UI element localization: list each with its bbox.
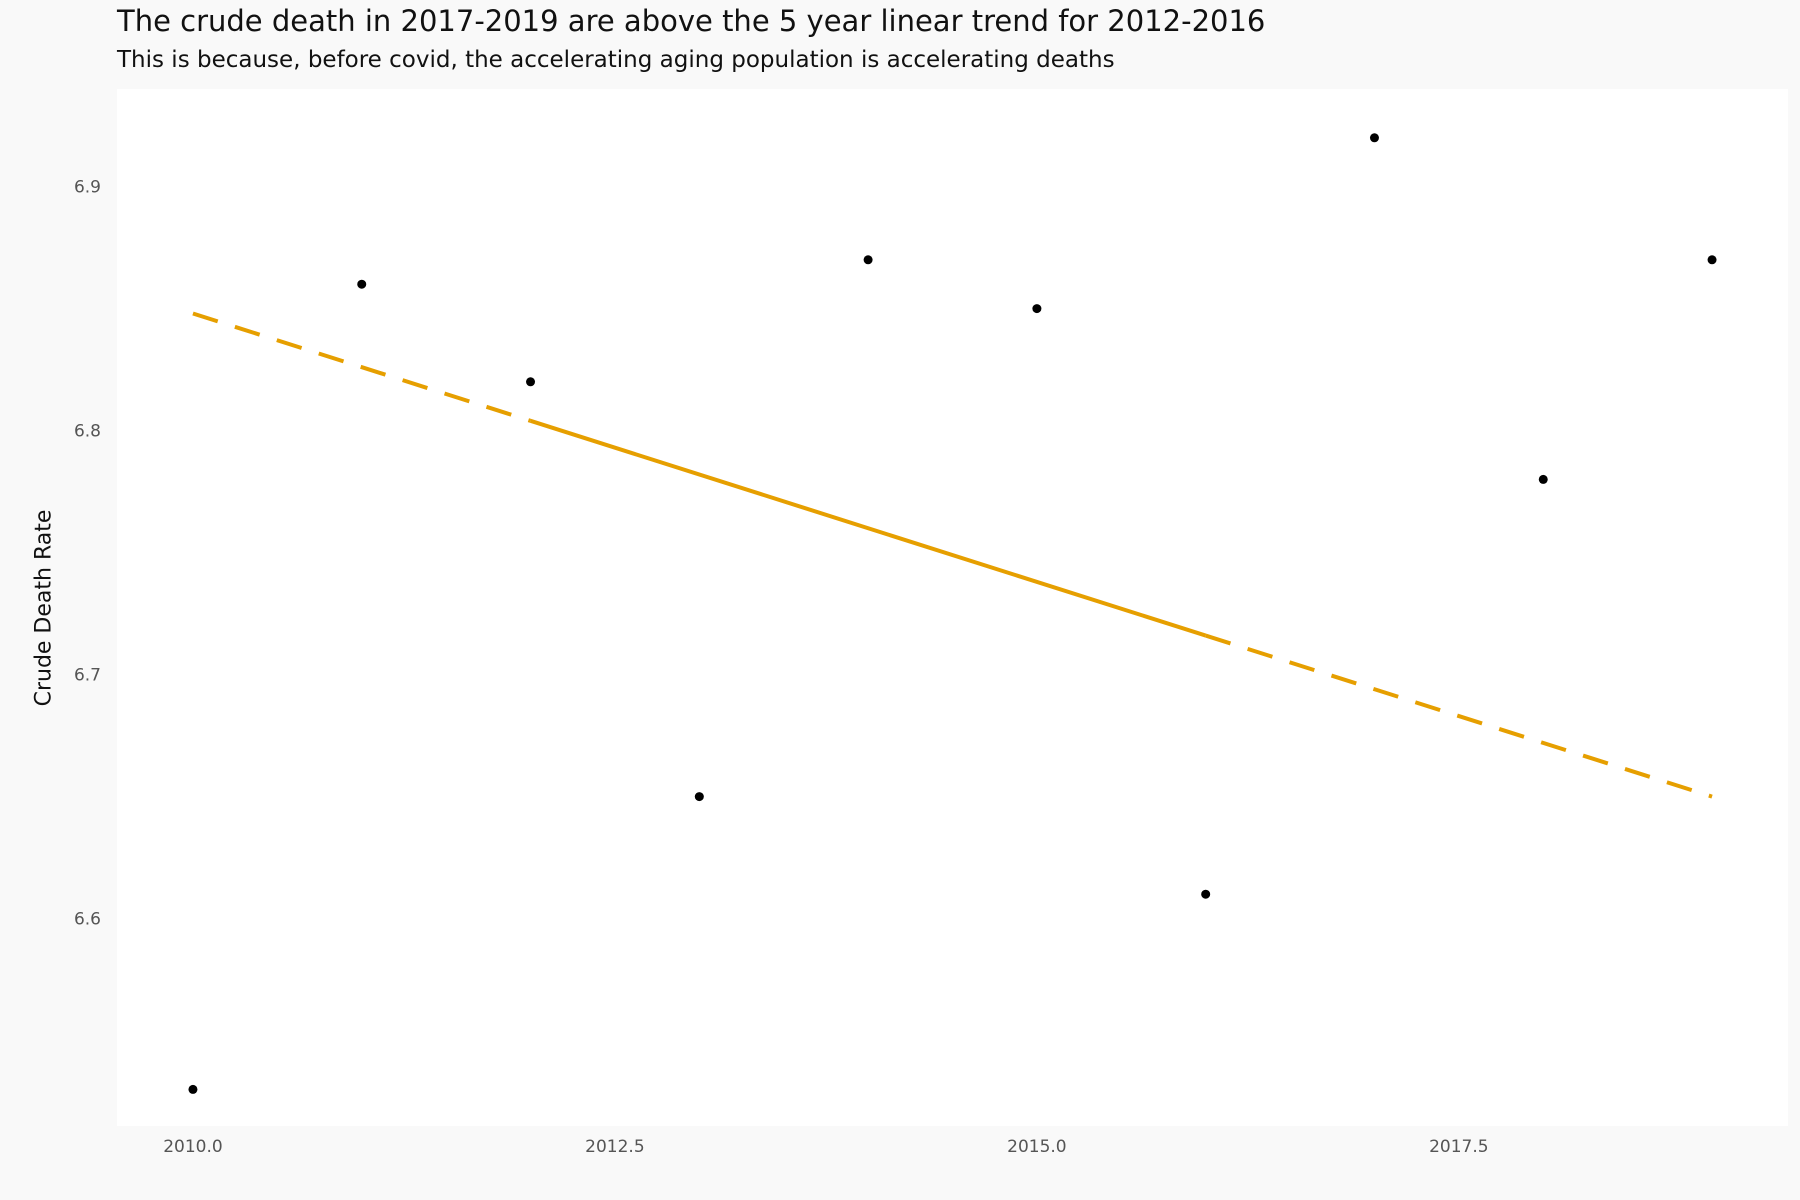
y-tick-label: 6.9	[74, 178, 101, 198]
x-tick-label: 2010.0	[163, 1137, 222, 1157]
data-point	[863, 255, 873, 265]
axis-ticks: 2010.0 2012.5 2015.0 2017.5 6.6 6.7 6.8 6.9	[74, 178, 1489, 1157]
trend-lines	[192, 311, 1713, 799]
y-tick-label: 6.7	[74, 666, 101, 686]
data-point	[526, 377, 536, 387]
y-tick-label: 6.6	[74, 910, 101, 930]
chart-title: The crude death in 2017-2019 are above t…	[117, 4, 1266, 38]
trend-line-extrapolated-left	[192, 311, 532, 423]
trend-line-extrapolated-right	[1205, 633, 1713, 799]
data-point	[1707, 255, 1717, 265]
data-point	[1538, 474, 1548, 484]
data-point	[188, 1084, 198, 1094]
data-point	[1369, 133, 1379, 143]
data-points	[188, 133, 1717, 1094]
data-point	[694, 792, 704, 802]
data-point	[1032, 304, 1042, 314]
chart-subtitle: This is because, before covid, the accel…	[117, 47, 1115, 73]
x-tick-label: 2015.0	[1007, 1137, 1066, 1157]
plot-panel	[117, 89, 1788, 1126]
x-tick-label: 2017.5	[1429, 1137, 1488, 1157]
data-point	[357, 279, 367, 289]
trend-line-fit	[529, 418, 1207, 638]
y-tick-label: 6.8	[74, 422, 101, 442]
x-tick-label: 2012.5	[585, 1137, 644, 1157]
data-point	[1201, 889, 1211, 899]
